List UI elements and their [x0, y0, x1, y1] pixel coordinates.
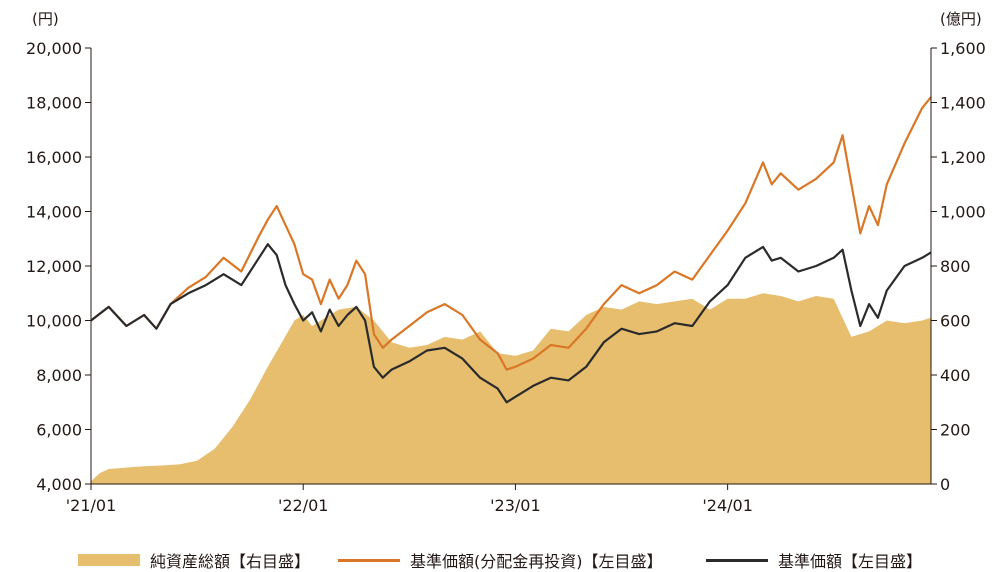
legend-swatch-nav-reinvested [338, 558, 400, 562]
left-tick-label: 20,000 [26, 39, 82, 58]
left-tick-label: 4,000 [36, 475, 82, 494]
legend-label-net-assets: 純資産総額【右目盛】 [150, 552, 311, 571]
series-nav-reinvested-line [90, 96, 932, 371]
legend-item-nav: 基準価額【左目盛】 [706, 550, 923, 571]
x-tick-label: '23/01 [490, 496, 541, 515]
left-tick-label: 14,000 [26, 203, 82, 222]
left-tick-label: 10,000 [26, 312, 82, 331]
series-layer [90, 96, 932, 484]
x-tick-label: '22/01 [278, 496, 329, 515]
right-tick-label: 1,000 [940, 203, 986, 222]
legend-label-nav-reinvested: 基準価額(分配金再投資)【左目盛】 [410, 552, 663, 571]
left-tick-label: 12,000 [26, 257, 82, 276]
left-tick-label: 6,000 [36, 421, 82, 440]
legend-item-net-assets: 純資産総額【右目盛】 [78, 550, 311, 571]
left-tick-label: 18,000 [26, 94, 82, 113]
right-tick-label: 200 [940, 421, 971, 440]
left-tick-label: 8,000 [36, 366, 82, 385]
chart: (円) (億円) 4,000 0 6,000 200 8,000 400 10,000 600… [26, 10, 986, 515]
x-tick-label: '24/01 [702, 496, 753, 515]
legend: 純資産総額【右目盛】 基準価額(分配金再投資)【左目盛】 基準価額【左目盛】 [0, 550, 997, 571]
x-tick-label: '21/01 [66, 496, 117, 515]
right-tick-label: 600 [940, 312, 971, 331]
legend-swatch-net-assets [78, 554, 140, 566]
right-axis-unit: (億円) [940, 10, 982, 28]
legend-label-nav: 基準価額【左目盛】 [778, 552, 923, 571]
right-tick-label: 1,600 [940, 39, 986, 58]
tick-layer: 4,000 0 6,000 200 8,000 400 10,000 600 12,000 800… [26, 39, 986, 515]
right-tick-label: 1,200 [940, 148, 986, 167]
right-tick-label: 0 [940, 475, 950, 494]
right-tick-label: 800 [940, 257, 971, 276]
right-tick-label: 1,400 [940, 94, 986, 113]
right-tick-label: 400 [940, 366, 971, 385]
legend-item-nav-reinvested: 基準価額(分配金再投資)【左目盛】 [338, 550, 663, 571]
series-net-assets-area [91, 293, 931, 484]
left-tick-label: 16,000 [26, 148, 82, 167]
series-nav-line [90, 243, 932, 404]
left-axis-unit: (円) [32, 10, 59, 28]
legend-swatch-nav [706, 558, 768, 562]
